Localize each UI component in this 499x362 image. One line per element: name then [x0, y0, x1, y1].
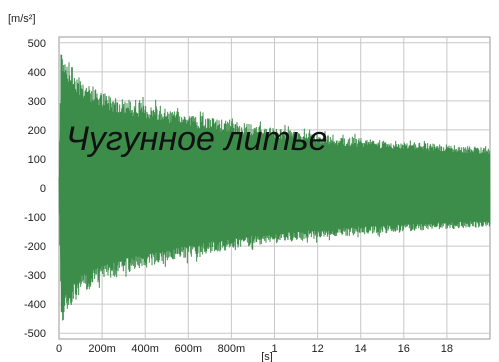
y-tick-label: -200 [24, 241, 46, 253]
y-tick-label: -500 [24, 328, 46, 340]
y-unit-label: [m/s²] [8, 13, 36, 25]
x-tick-label: 600m [175, 343, 203, 355]
x-tick-label: 14 [355, 343, 367, 355]
x-axis-ticks: 0 200m 400m 600m 800m 1 12 14 16 18 [56, 343, 453, 355]
y-tick-label: 400 [28, 67, 46, 79]
y-tick-label: 0 [40, 183, 46, 195]
waveform-line [58, 54, 491, 321]
series-waveform [58, 54, 491, 321]
overlay-title: Чугунное литье [66, 120, 328, 158]
y-tick-label: -300 [24, 270, 46, 282]
y-tick-label: 500 [28, 38, 46, 50]
x-tick-label: 800m [218, 343, 246, 355]
x-tick-label: 16 [398, 343, 410, 355]
y-axis-ticks: 500 400 300 200 100 0 -100 -200 -300 -400 -500 [24, 38, 46, 340]
y-tick-label: 200 [28, 125, 46, 137]
x-tick-label: 200m [88, 343, 116, 355]
x-unit-label: [s] [261, 351, 273, 362]
y-tick-label: 100 [28, 154, 46, 166]
x-tick-label: 0 [56, 343, 62, 355]
y-tick-label: -400 [24, 299, 46, 311]
x-tick-label: 400m [131, 343, 159, 355]
x-tick-label: 1 [271, 343, 277, 355]
y-tick-label: 300 [28, 96, 46, 108]
x-tick-label: 12 [311, 343, 323, 355]
y-tick-label: -100 [24, 212, 46, 224]
x-tick-label: 18 [441, 343, 453, 355]
